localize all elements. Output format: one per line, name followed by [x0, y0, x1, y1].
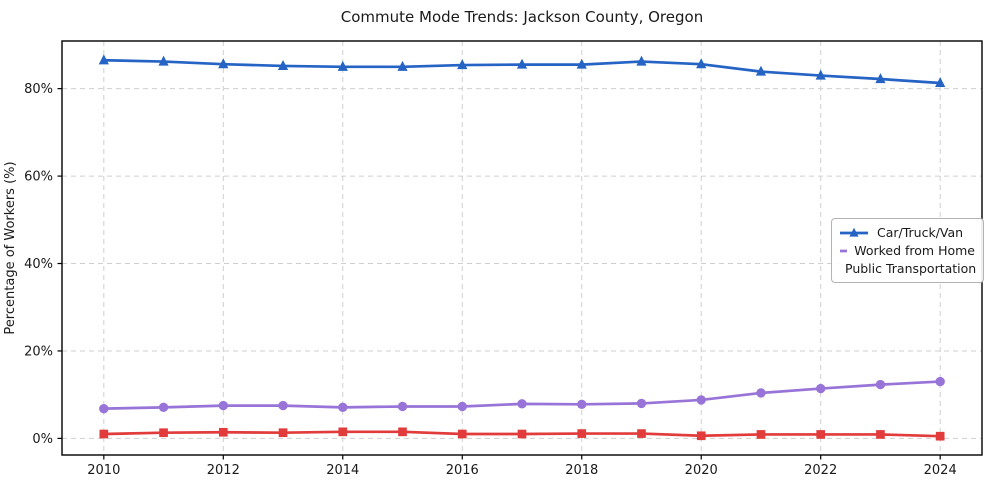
x-tick-label: 2018 — [565, 463, 598, 478]
y-tick-label: 40% — [24, 257, 53, 272]
marker-worked-from-home — [636, 398, 647, 409]
marker-car-truck-van — [875, 73, 886, 84]
x-tick-label: 2016 — [446, 463, 479, 478]
marker-car-truck-van — [935, 77, 946, 88]
grid-layer — [62, 41, 982, 455]
marker-public-transportation — [457, 429, 467, 439]
marker-worked-from-home — [577, 399, 587, 409]
marker-worked-from-home — [158, 402, 169, 413]
marker-public-transportation — [876, 430, 885, 439]
x-tick-label: 2024 — [924, 463, 957, 478]
marker-public-transportation — [637, 429, 646, 438]
marker-worked-from-home — [278, 400, 288, 411]
y-tick-label: 80% — [24, 82, 53, 97]
marker-car-truck-van — [815, 69, 826, 80]
marker-car-truck-van — [218, 58, 229, 69]
marker-public-transportation — [278, 428, 288, 438]
tick-layer: 2010 2012 2014 2016 2018 2020 2022 2024 0% 20% 40%… — [24, 82, 957, 478]
marker-worked-from-home — [756, 388, 766, 398]
marker-public-transportation — [577, 429, 587, 438]
y-axis-label: Percentage of Workers (%) — [3, 161, 18, 334]
marker-worked-from-home — [338, 402, 348, 413]
marker-worked-from-home — [696, 395, 706, 405]
marker-worked-from-home — [99, 403, 109, 414]
legend-item-worked-from-home: Worked from Home — [838, 243, 975, 258]
marker-car-truck-van — [696, 58, 707, 69]
marker-public-transportation — [935, 431, 945, 441]
marker-car-truck-van — [277, 60, 289, 70]
legend-label-public-transportation: Public Transportation — [845, 261, 977, 276]
marker-public-transportation — [99, 429, 109, 439]
marker-worked-from-home — [457, 401, 467, 412]
marker-worked-from-home — [875, 379, 886, 390]
marker-public-transportation — [398, 427, 407, 437]
x-tick-label: 2020 — [685, 463, 718, 478]
legend: Car/Truck/Van Worked from Home Public Tran… — [831, 218, 984, 283]
marker-car-truck-van — [457, 59, 468, 70]
legend-swatch-worked-from-home — [840, 249, 848, 252]
y-tick-label: 20% — [24, 344, 53, 359]
marker-public-transportation — [756, 430, 766, 439]
marker-car-truck-van — [576, 58, 587, 69]
marker-public-transportation — [338, 427, 348, 437]
marker-public-transportation — [218, 427, 228, 437]
legend-label-car-truck-van: Car/Truck/Van — [877, 225, 964, 240]
x-tick-label: 2022 — [804, 463, 837, 478]
marker-worked-from-home — [935, 376, 945, 387]
x-tick-label: 2010 — [87, 463, 120, 478]
marker-car-truck-van — [516, 58, 528, 69]
marker-public-transportation — [816, 430, 826, 439]
marker-car-truck-van — [337, 60, 348, 71]
legend-item-car-truck-van: Car/Truck/Van — [838, 225, 975, 240]
legend-marker-car-truck-van — [849, 227, 859, 237]
series-layer — [98, 54, 946, 441]
marker-worked-from-home — [218, 400, 228, 411]
marker-car-truck-van — [636, 55, 647, 66]
chart-title: Commute Mode Trends: Jackson County, Ore… — [341, 8, 703, 26]
marker-car-truck-van — [397, 60, 408, 71]
legend-label-worked-from-home: Worked from Home — [854, 243, 975, 258]
legend-swatch-car-truck-van — [840, 227, 868, 237]
legend-item-public-transportation: Public Transportation — [838, 261, 977, 276]
marker-worked-from-home — [517, 399, 527, 409]
marker-car-truck-van — [158, 55, 169, 66]
marker-public-transportation — [517, 429, 527, 439]
marker-worked-from-home — [816, 383, 826, 394]
marker-car-truck-van — [98, 54, 109, 65]
marker-public-transportation — [696, 431, 706, 441]
marker-public-transportation — [159, 428, 168, 438]
y-tick-label: 0% — [32, 432, 53, 447]
marker-worked-from-home — [397, 401, 408, 412]
marker-car-truck-van — [755, 65, 767, 76]
y-tick-label: 60% — [24, 170, 53, 185]
x-tick-label: 2014 — [326, 463, 359, 478]
x-tick-label: 2012 — [207, 463, 240, 478]
